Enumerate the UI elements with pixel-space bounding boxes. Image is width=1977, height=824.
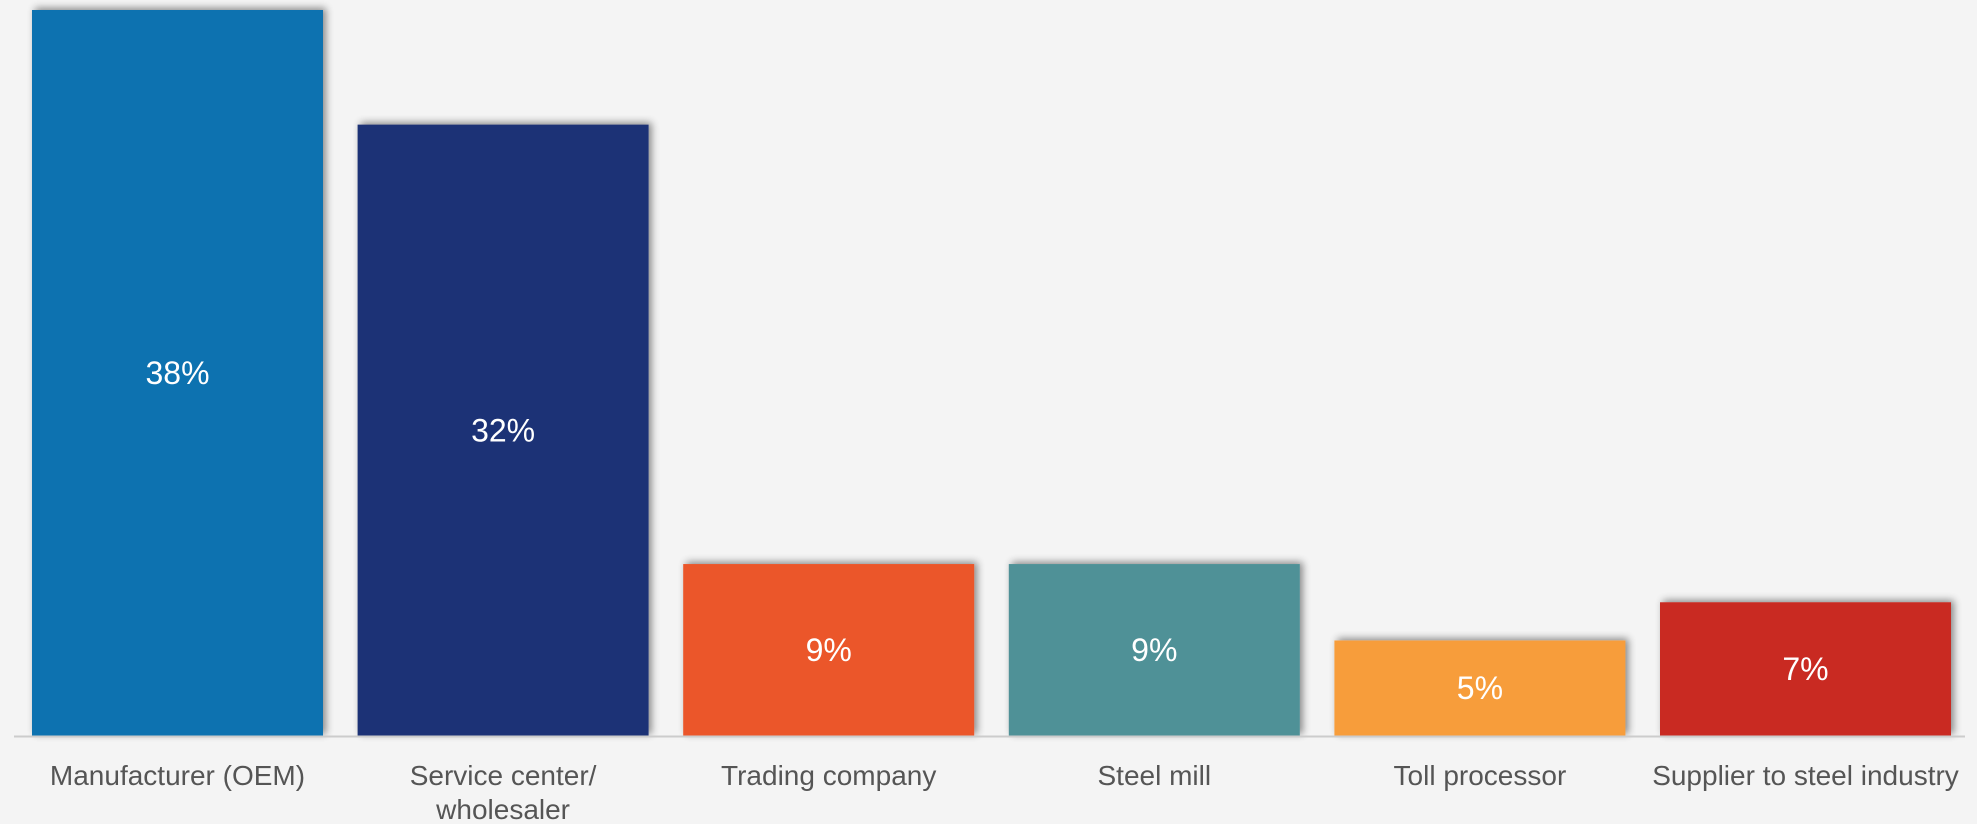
bar [32, 10, 323, 736]
data-label: 5% [1457, 670, 1503, 706]
category-label: Trading company [721, 760, 936, 791]
bar [1334, 640, 1626, 736]
data-label: 38% [145, 355, 209, 391]
data-label: 9% [1131, 632, 1177, 668]
data-label: 9% [806, 632, 852, 668]
category-label: Toll processor [1394, 760, 1567, 791]
bar [1008, 564, 1300, 736]
bar [357, 124, 649, 736]
bar [683, 564, 975, 736]
data-label: 7% [1782, 651, 1828, 687]
category-labels-group: Manufacturer (OEM) Service center/wholesa… [50, 760, 1959, 824]
category-label: Supplier to steel industry [1652, 760, 1959, 791]
category-label: Manufacturer (OEM) [50, 760, 305, 791]
category-label: Steel mill [1098, 760, 1212, 791]
data-label: 32% [471, 412, 535, 448]
bars-group: 38% 32% 9% 9% 5% 7% [32, 10, 1951, 736]
category-label: Service center/wholesaler [410, 760, 597, 824]
bar [1660, 602, 1951, 736]
